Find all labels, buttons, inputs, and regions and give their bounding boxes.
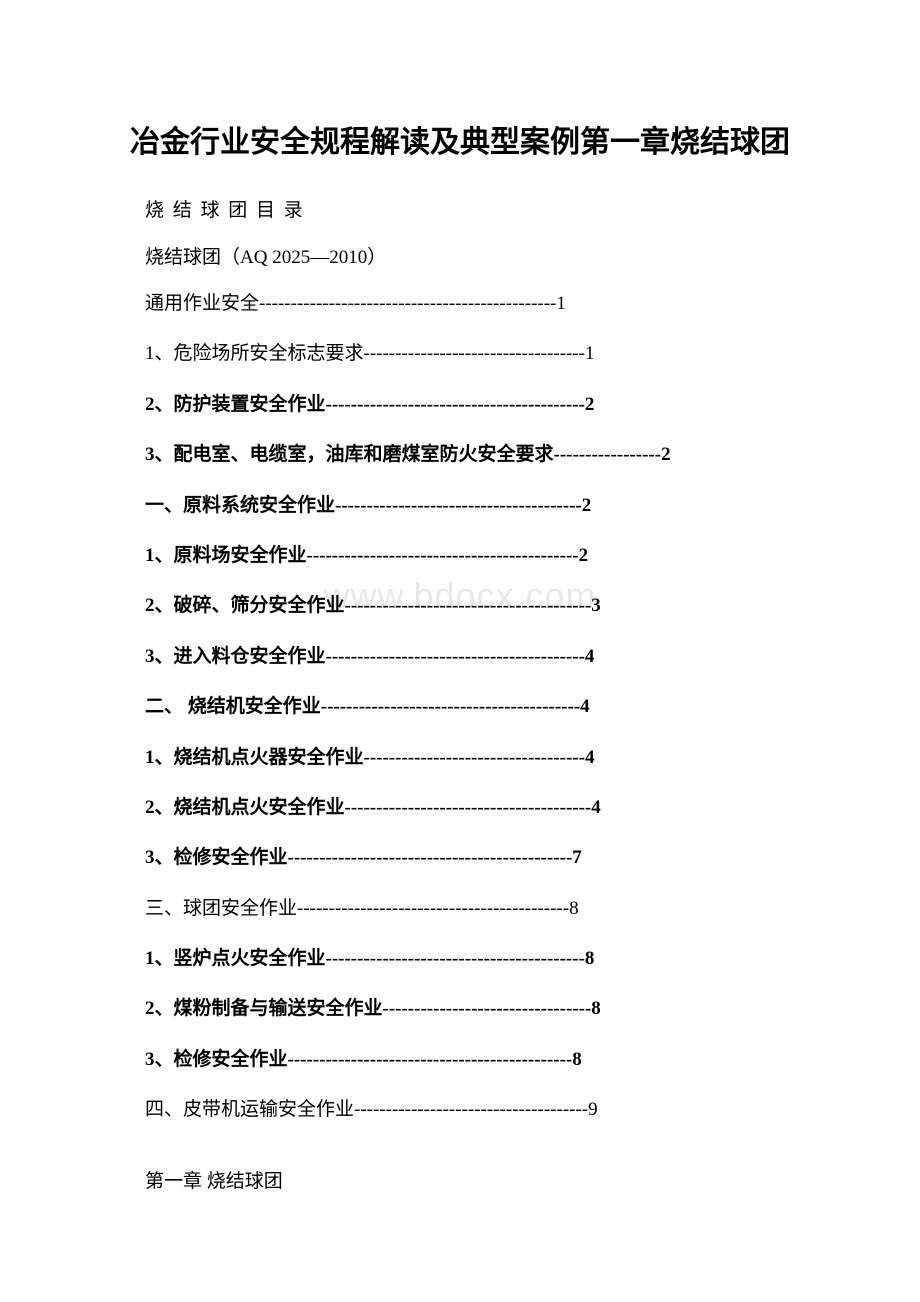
toc-entry: 1、危险场所安全标志要求----------------------------… bbox=[145, 339, 830, 369]
toc-entry: 3、检修安全作业--------------------------------… bbox=[145, 843, 830, 873]
table-of-contents: 通用作业安全----------------------------------… bbox=[90, 289, 830, 1126]
toc-entry: 三、球团安全作业--------------------------------… bbox=[145, 894, 830, 924]
toc-entry: 四、皮带机运输安全作业-----------------------------… bbox=[145, 1095, 830, 1125]
toc-entry: 2、防护装置安全作业------------------------------… bbox=[145, 390, 830, 420]
toc-heading: 烧 结 球 团 目 录 bbox=[145, 195, 830, 222]
toc-entry: 一、原料系统安全作业------------------------------… bbox=[145, 491, 830, 521]
toc-entry: 2、煤粉制备与输送安全作业---------------------------… bbox=[145, 994, 830, 1024]
toc-entry: 2、烧结机点火安全作业-----------------------------… bbox=[145, 793, 830, 823]
chapter-heading: 第一章 烧结球团 bbox=[145, 1166, 830, 1193]
toc-entry: 3、进入料仓安全作业------------------------------… bbox=[145, 642, 830, 672]
toc-entry: 3、配电室、电缆室，油库和磨煤室防火安全要求-----------------2 bbox=[145, 440, 830, 470]
toc-entry: 通用作业安全----------------------------------… bbox=[145, 289, 830, 319]
document-title: 冶金行业安全规程解读及典型案例第一章烧结球团 bbox=[90, 120, 830, 165]
toc-entry: 1、烧结机点火器安全作业----------------------------… bbox=[145, 743, 830, 773]
document-content: 冶金行业安全规程解读及典型案例第一章烧结球团 烧 结 球 团 目 录 烧结球团（… bbox=[90, 120, 830, 1193]
toc-entry: 1、竖炉点火安全作业------------------------------… bbox=[145, 944, 830, 974]
toc-entry: 1、原料场安全作业-------------------------------… bbox=[145, 541, 830, 571]
toc-entry: 二、 烧结机安全作业------------------------------… bbox=[145, 692, 830, 722]
toc-entry: 3、检修安全作业--------------------------------… bbox=[145, 1045, 830, 1075]
standard-reference: 烧结球团（AQ 2025—2010） bbox=[145, 242, 830, 269]
toc-entry: 2、破碎、筛分安全作业-----------------------------… bbox=[145, 591, 830, 621]
